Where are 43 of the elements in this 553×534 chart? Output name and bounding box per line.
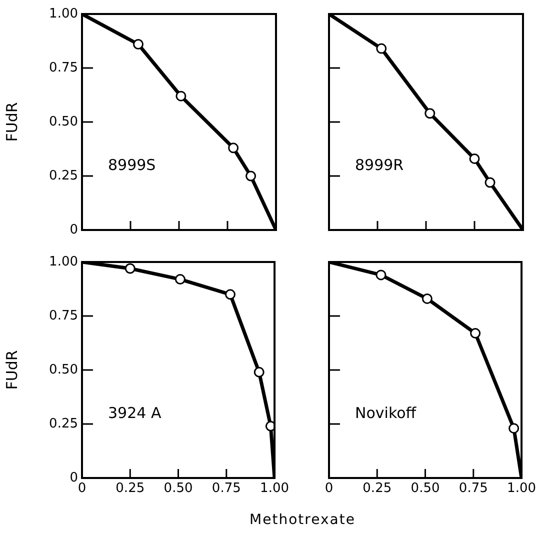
point xyxy=(265,420,275,432)
point xyxy=(133,38,144,50)
y-tick-label: 0 xyxy=(70,222,78,238)
annotation: 8999S xyxy=(108,156,156,174)
x-tick-label: 1.00 xyxy=(260,481,290,496)
y-axis-title: FUdR xyxy=(2,350,21,390)
x-tick-label: 0.50 xyxy=(164,481,193,496)
annotation: 8999R xyxy=(355,156,404,174)
point xyxy=(376,270,386,280)
y-tick-label: 0.50 xyxy=(49,362,78,378)
x-tick-label: 0 xyxy=(324,481,334,496)
y-tick-label: 0.75 xyxy=(49,308,78,324)
annotation: Novikoff xyxy=(355,404,417,422)
x-tick-label: 0.75 xyxy=(212,481,241,496)
point xyxy=(224,289,236,300)
x-axis-title: Methotrexate xyxy=(248,512,356,528)
y-tick-label: 0.50 xyxy=(49,114,78,130)
x-tick-label: 0.75 xyxy=(458,481,488,496)
y-tick-label: 0 xyxy=(70,470,78,486)
point xyxy=(254,366,264,378)
point xyxy=(469,153,480,164)
x-tick-label: 0.50 xyxy=(410,481,440,496)
y-tick-label: 1.00 xyxy=(49,254,78,270)
point xyxy=(176,90,186,102)
point xyxy=(508,423,520,434)
x-tick-label: 1.00 xyxy=(507,481,536,496)
point xyxy=(174,274,186,285)
y-tick-label: 0.25 xyxy=(49,168,78,184)
point xyxy=(124,263,136,274)
point xyxy=(424,108,436,119)
y-tick-label: 0.75 xyxy=(49,60,78,76)
point xyxy=(484,177,496,188)
x-tick-label: 0.25 xyxy=(362,481,392,496)
point xyxy=(246,170,256,182)
y-tick-label: 0.25 xyxy=(49,416,78,432)
y-axis-title: FUdR xyxy=(2,102,21,142)
point xyxy=(422,293,432,304)
point xyxy=(470,328,481,339)
annotation: 3924 A xyxy=(108,404,162,422)
x-tick-label: 0.25 xyxy=(116,481,145,496)
point xyxy=(376,43,387,54)
y-tick-label: 1.00 xyxy=(49,6,78,22)
point xyxy=(228,142,239,154)
